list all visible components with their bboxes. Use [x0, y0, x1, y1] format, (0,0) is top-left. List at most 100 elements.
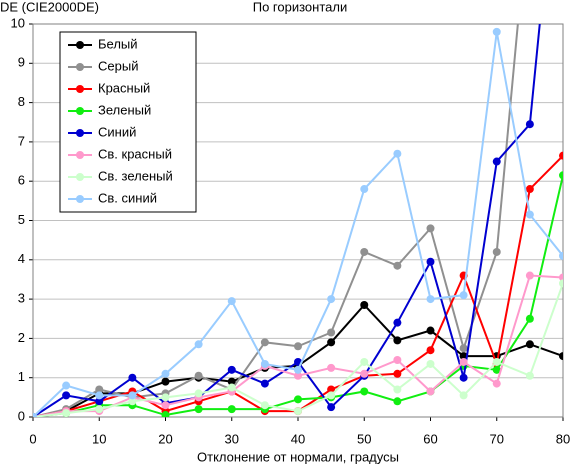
data-point	[227, 377, 236, 386]
data-point	[459, 344, 468, 353]
x-axis-label: Отклонение от нормали, градусы	[197, 449, 399, 464]
y-tick-label: 5	[18, 212, 25, 227]
data-point	[525, 314, 534, 323]
x-tick-label: 60	[423, 431, 437, 446]
legend-marker	[76, 63, 84, 71]
data-point	[360, 369, 369, 378]
data-point	[426, 257, 435, 266]
data-point	[525, 210, 534, 219]
legend-marker	[76, 85, 84, 93]
legend-label: Св. красный	[98, 146, 172, 161]
legend-marker	[76, 107, 84, 115]
legend-label: Св. зеленый	[98, 168, 173, 183]
data-point	[393, 336, 402, 345]
x-tick-label: 80	[556, 431, 570, 446]
x-tick-label: 30	[225, 431, 239, 446]
data-point	[525, 120, 534, 129]
data-point	[559, 273, 563, 282]
legend-label: Белый	[98, 36, 138, 51]
data-point	[393, 149, 402, 158]
data-point	[128, 391, 137, 400]
data-point	[294, 342, 302, 351]
data-point	[227, 405, 236, 414]
y-tick-label: 6	[18, 173, 25, 188]
data-point	[492, 379, 501, 388]
data-point	[559, 279, 563, 288]
data-point	[95, 385, 104, 394]
data-point	[260, 401, 269, 410]
data-point	[161, 369, 170, 378]
data-point	[426, 224, 435, 233]
data-point	[360, 247, 369, 256]
y-axis-label: DE (CIE2000DE)	[0, 0, 99, 14]
data-point	[260, 359, 269, 368]
data-point	[327, 403, 336, 412]
data-point	[62, 391, 71, 400]
y-tick-label: 10	[11, 15, 25, 30]
data-point	[459, 373, 468, 382]
y-tick-label: 3	[18, 291, 25, 306]
legend-label: Синий	[98, 124, 136, 139]
data-point	[360, 387, 369, 396]
data-point	[260, 379, 269, 388]
y-tick-label: 4	[18, 251, 25, 266]
data-point	[393, 318, 402, 327]
data-point	[95, 405, 104, 414]
data-point	[161, 393, 170, 402]
x-tick-label: 50	[357, 431, 371, 446]
data-point	[128, 397, 137, 406]
data-point	[294, 365, 302, 374]
y-tick-label: 1	[18, 369, 25, 384]
data-point	[525, 340, 534, 349]
data-point	[426, 387, 435, 396]
data-point	[95, 397, 104, 406]
data-point	[559, 352, 563, 361]
data-point	[426, 295, 435, 304]
data-point	[294, 407, 302, 416]
data-point	[559, 251, 563, 260]
legend-marker	[76, 129, 84, 137]
legend-label: Зеленый	[98, 102, 151, 117]
data-point	[327, 363, 336, 372]
data-point	[393, 369, 402, 378]
data-point	[327, 338, 336, 347]
data-point	[492, 247, 501, 256]
data-point	[426, 346, 435, 355]
y-tick-label: 9	[18, 55, 25, 70]
y-tick-label: 2	[18, 330, 25, 345]
data-point	[260, 338, 269, 347]
data-point	[327, 328, 336, 337]
data-point	[227, 297, 236, 306]
data-point	[559, 151, 563, 160]
data-point	[161, 401, 170, 410]
data-point	[294, 395, 302, 404]
data-point	[492, 365, 501, 374]
data-point	[62, 409, 71, 417]
data-point	[327, 295, 336, 304]
data-point	[525, 185, 534, 194]
y-tick-label: 7	[18, 133, 25, 148]
x-tick-label: 10	[92, 431, 106, 446]
data-point	[161, 377, 170, 386]
data-point	[426, 359, 435, 368]
legend-marker	[76, 151, 84, 159]
legend-marker	[76, 41, 84, 49]
legend-marker	[76, 173, 84, 181]
data-point	[393, 397, 402, 406]
data-point	[327, 385, 336, 394]
data-point	[327, 391, 336, 400]
legend-box	[59, 31, 197, 213]
data-point	[227, 365, 236, 374]
chart-title: По горизонтали	[253, 0, 347, 14]
plot-area	[33, 24, 563, 417]
legend-label: Серый	[98, 58, 138, 73]
data-point	[161, 411, 170, 417]
x-tick-label: 0	[29, 431, 36, 446]
data-point	[492, 157, 501, 166]
data-point	[492, 27, 501, 36]
data-point	[95, 391, 104, 400]
x-tick-label: 40	[291, 431, 305, 446]
data-point	[194, 340, 203, 349]
data-point	[393, 385, 402, 394]
